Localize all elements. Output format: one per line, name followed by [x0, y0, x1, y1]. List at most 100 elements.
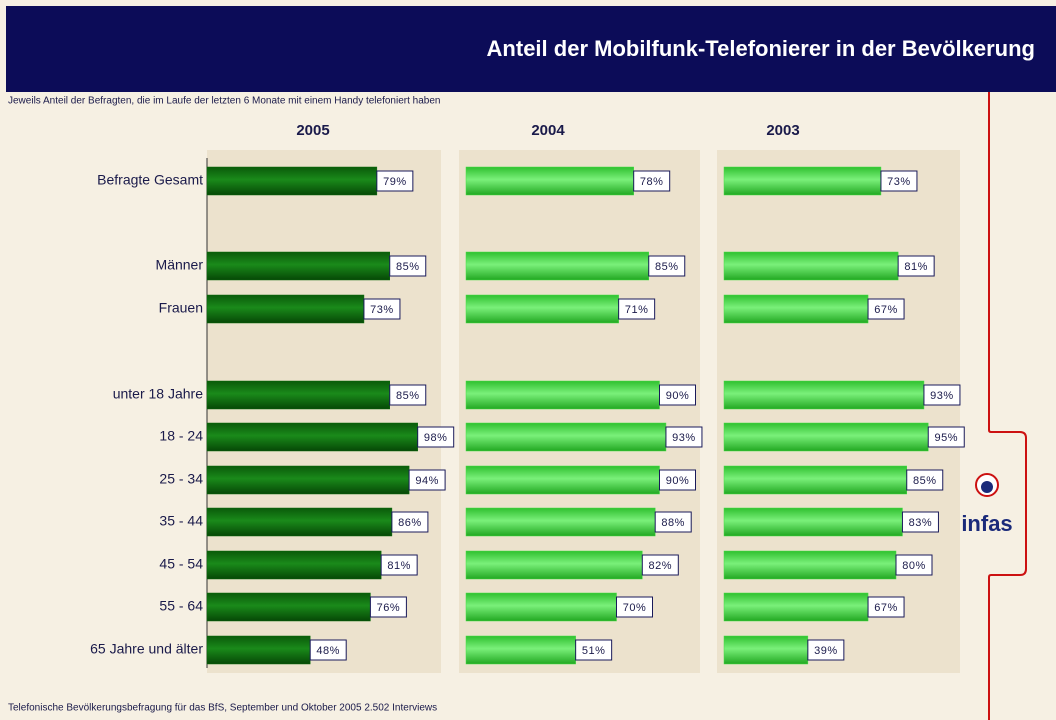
panel-background — [207, 150, 441, 673]
series-label: 2004 — [531, 122, 565, 139]
value-label: 98% — [424, 432, 448, 444]
value-label-box — [654, 511, 692, 533]
bar — [206, 635, 311, 665]
bar — [465, 635, 576, 665]
value-label: 67% — [874, 602, 898, 614]
value-label-box — [927, 426, 965, 448]
bar — [723, 380, 925, 410]
chart-title: Anteil der Mobilfunk-Telefonierer in der… — [487, 36, 1035, 61]
bar — [206, 465, 410, 495]
category-label: 45 - 54 — [159, 556, 203, 572]
bar — [723, 251, 899, 281]
subtitle: Jeweils Anteil der Befragten, die im Lau… — [8, 96, 440, 107]
bar — [465, 294, 619, 324]
category-label: 65 Jahre und älter — [90, 641, 203, 657]
value-label-box — [575, 639, 613, 661]
bar — [465, 507, 656, 537]
value-label-box — [309, 639, 347, 661]
value-label: 88% — [661, 517, 685, 529]
value-label-box — [641, 554, 679, 576]
category-label: Frauen — [159, 300, 203, 316]
value-label: 70% — [623, 602, 647, 614]
value-label: 83% — [909, 517, 933, 529]
value-label-box — [659, 384, 696, 406]
logo: infas — [961, 511, 1012, 536]
value-label-box — [389, 255, 427, 277]
value-label-box — [880, 170, 918, 192]
category-label: Befragte Gesamt — [97, 172, 203, 188]
value-label: 51% — [582, 645, 606, 657]
value-label-box — [618, 298, 656, 320]
value-label-box — [906, 469, 944, 491]
bar — [465, 465, 660, 495]
value-label: 81% — [387, 560, 411, 572]
value-label: 90% — [666, 475, 690, 487]
category-label: 35 - 44 — [159, 513, 203, 529]
value-label: 48% — [316, 645, 340, 657]
category-label: unter 18 Jahre — [113, 386, 203, 402]
value-label-box — [901, 511, 939, 533]
value-label: 93% — [672, 432, 696, 444]
bar — [465, 166, 634, 196]
value-label-box — [391, 511, 429, 533]
footer: Telefonische Bevölkerungsbefragung für d… — [8, 703, 437, 714]
series-label: 2003 — [766, 122, 799, 139]
value-label: 90% — [666, 390, 690, 402]
value-label-box — [659, 469, 696, 491]
bar — [206, 166, 378, 196]
value-label: 85% — [396, 390, 420, 402]
value-label-box — [389, 384, 427, 406]
value-label-box — [897, 255, 935, 277]
value-label: 79% — [383, 176, 407, 188]
category-label: 55 - 64 — [159, 598, 203, 614]
value-label-box — [380, 554, 418, 576]
bar — [465, 550, 643, 580]
value-label: 85% — [655, 261, 679, 273]
value-label-box — [633, 170, 671, 192]
value-label-box — [665, 426, 703, 448]
bar — [206, 507, 393, 537]
value-label: 85% — [913, 475, 937, 487]
bar — [465, 251, 649, 281]
header-band — [6, 6, 1056, 92]
value-label-box — [648, 255, 686, 277]
value-label: 82% — [649, 560, 673, 572]
bar — [465, 422, 667, 452]
bar — [206, 294, 365, 324]
bracket — [988, 92, 1027, 720]
value-label-box — [369, 596, 407, 618]
value-label-box — [867, 298, 905, 320]
category-label: Männer — [156, 257, 204, 273]
bar — [723, 422, 929, 452]
value-label: 93% — [930, 390, 954, 402]
category-label: 25 - 34 — [159, 471, 203, 487]
value-label-box — [807, 639, 845, 661]
value-label-box — [616, 596, 653, 618]
category-label: 18 - 24 — [159, 428, 203, 444]
bar — [465, 592, 617, 622]
panel-background — [717, 150, 960, 673]
series-label: 2005 — [296, 122, 329, 139]
bar — [723, 507, 903, 537]
bar — [206, 592, 371, 622]
value-label: 81% — [904, 261, 928, 273]
value-label: 73% — [887, 176, 911, 188]
value-label: 73% — [370, 304, 394, 316]
bar — [723, 465, 907, 495]
value-label: 94% — [415, 475, 439, 487]
bar — [723, 294, 869, 324]
value-label: 67% — [874, 304, 898, 316]
panel-background — [459, 150, 700, 673]
bar — [723, 635, 809, 665]
value-label-box — [376, 170, 414, 192]
value-label: 76% — [377, 602, 401, 614]
value-label: 85% — [396, 261, 420, 273]
value-label: 39% — [814, 645, 838, 657]
value-label: 80% — [902, 560, 926, 572]
value-label-box — [363, 298, 401, 320]
value-label: 71% — [625, 304, 649, 316]
logo-icon-dot — [981, 481, 993, 493]
value-label-box — [923, 384, 961, 406]
value-label: 78% — [640, 176, 664, 188]
value-label: 95% — [934, 432, 958, 444]
